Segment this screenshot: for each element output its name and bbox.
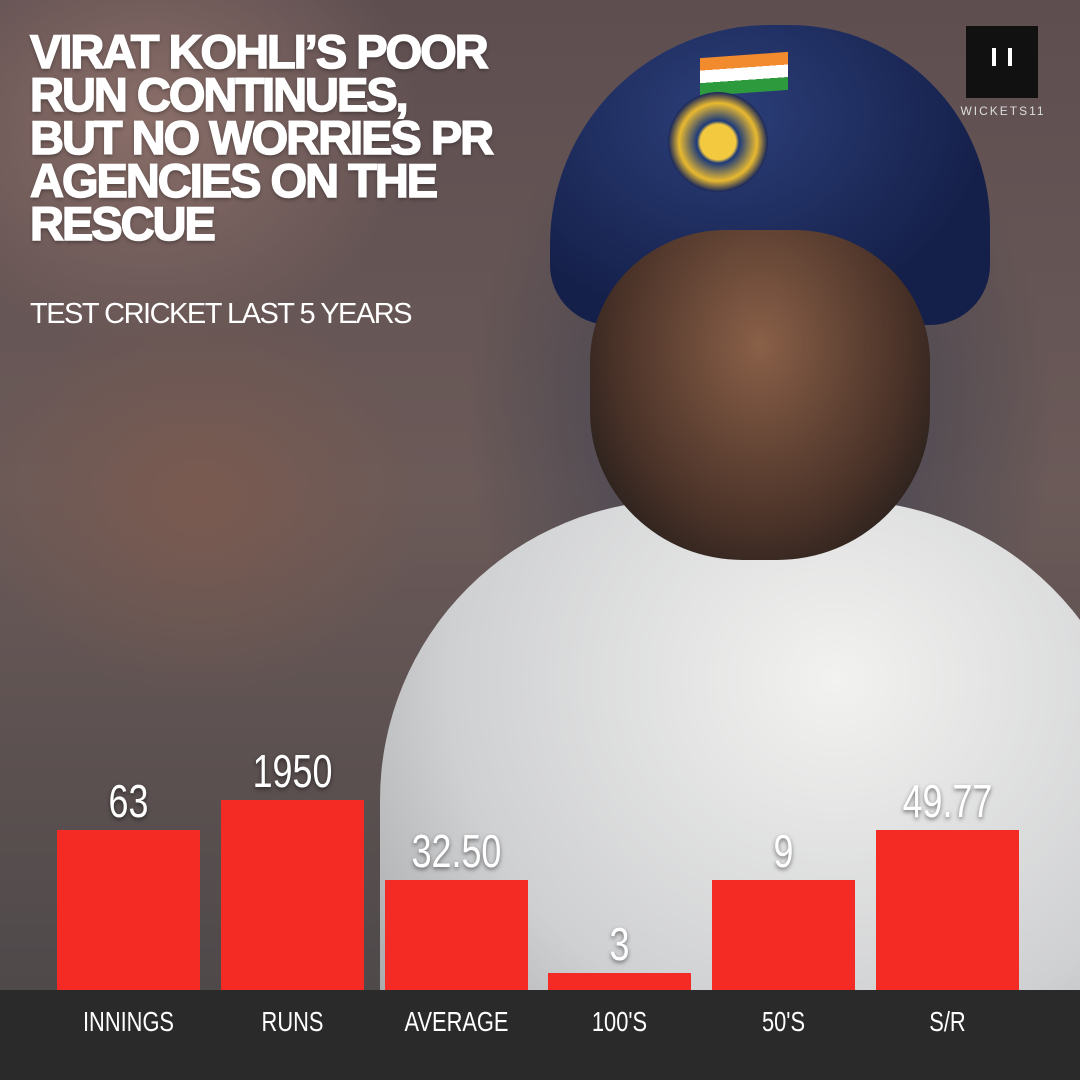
stat-value: 32.50 (411, 825, 502, 877)
title-line: RUN CONTINUES, (29, 68, 409, 121)
stat-value: 63 (108, 775, 149, 827)
stat-label: S/R (929, 1006, 966, 1037)
stat-label: AVERAGE (404, 1006, 509, 1037)
title-line: RESCUE (29, 197, 216, 250)
photo-face (590, 230, 930, 560)
brand-logo (966, 26, 1038, 98)
stat-bar (712, 880, 855, 990)
stat-value: 3 (609, 918, 630, 970)
stat-value: 9 (773, 825, 794, 877)
stat-bar (876, 830, 1019, 990)
brand-name: WICKETS11 (960, 104, 1046, 118)
title-line: AGENCIES ON THE (29, 154, 439, 207)
photo-flag (700, 51, 788, 97)
stat-value: 1950 (252, 745, 333, 797)
subtitle: TEST CRICKET LAST 5 YEARS (30, 298, 413, 330)
photo-crest (668, 92, 768, 192)
stat-label: INNINGS (82, 1006, 175, 1037)
label-strip (0, 990, 1080, 1080)
stat-label: 50'S (761, 1006, 806, 1037)
stat-bar (385, 880, 528, 990)
stat-bar (548, 973, 691, 990)
stat-label: RUNS (261, 1006, 324, 1037)
stat-value: 49.77 (902, 775, 993, 827)
title: VIRAT KOHLI’S POOR RUN CONTINUES, BUT NO W… (29, 25, 495, 250)
title-line: VIRAT KOHLI’S POOR (29, 25, 489, 78)
stat-bar (221, 800, 364, 990)
stat-label: 100'S (591, 1006, 648, 1037)
stat-bar (57, 830, 200, 990)
title-line: BUT NO WORRIES PR (29, 111, 495, 164)
